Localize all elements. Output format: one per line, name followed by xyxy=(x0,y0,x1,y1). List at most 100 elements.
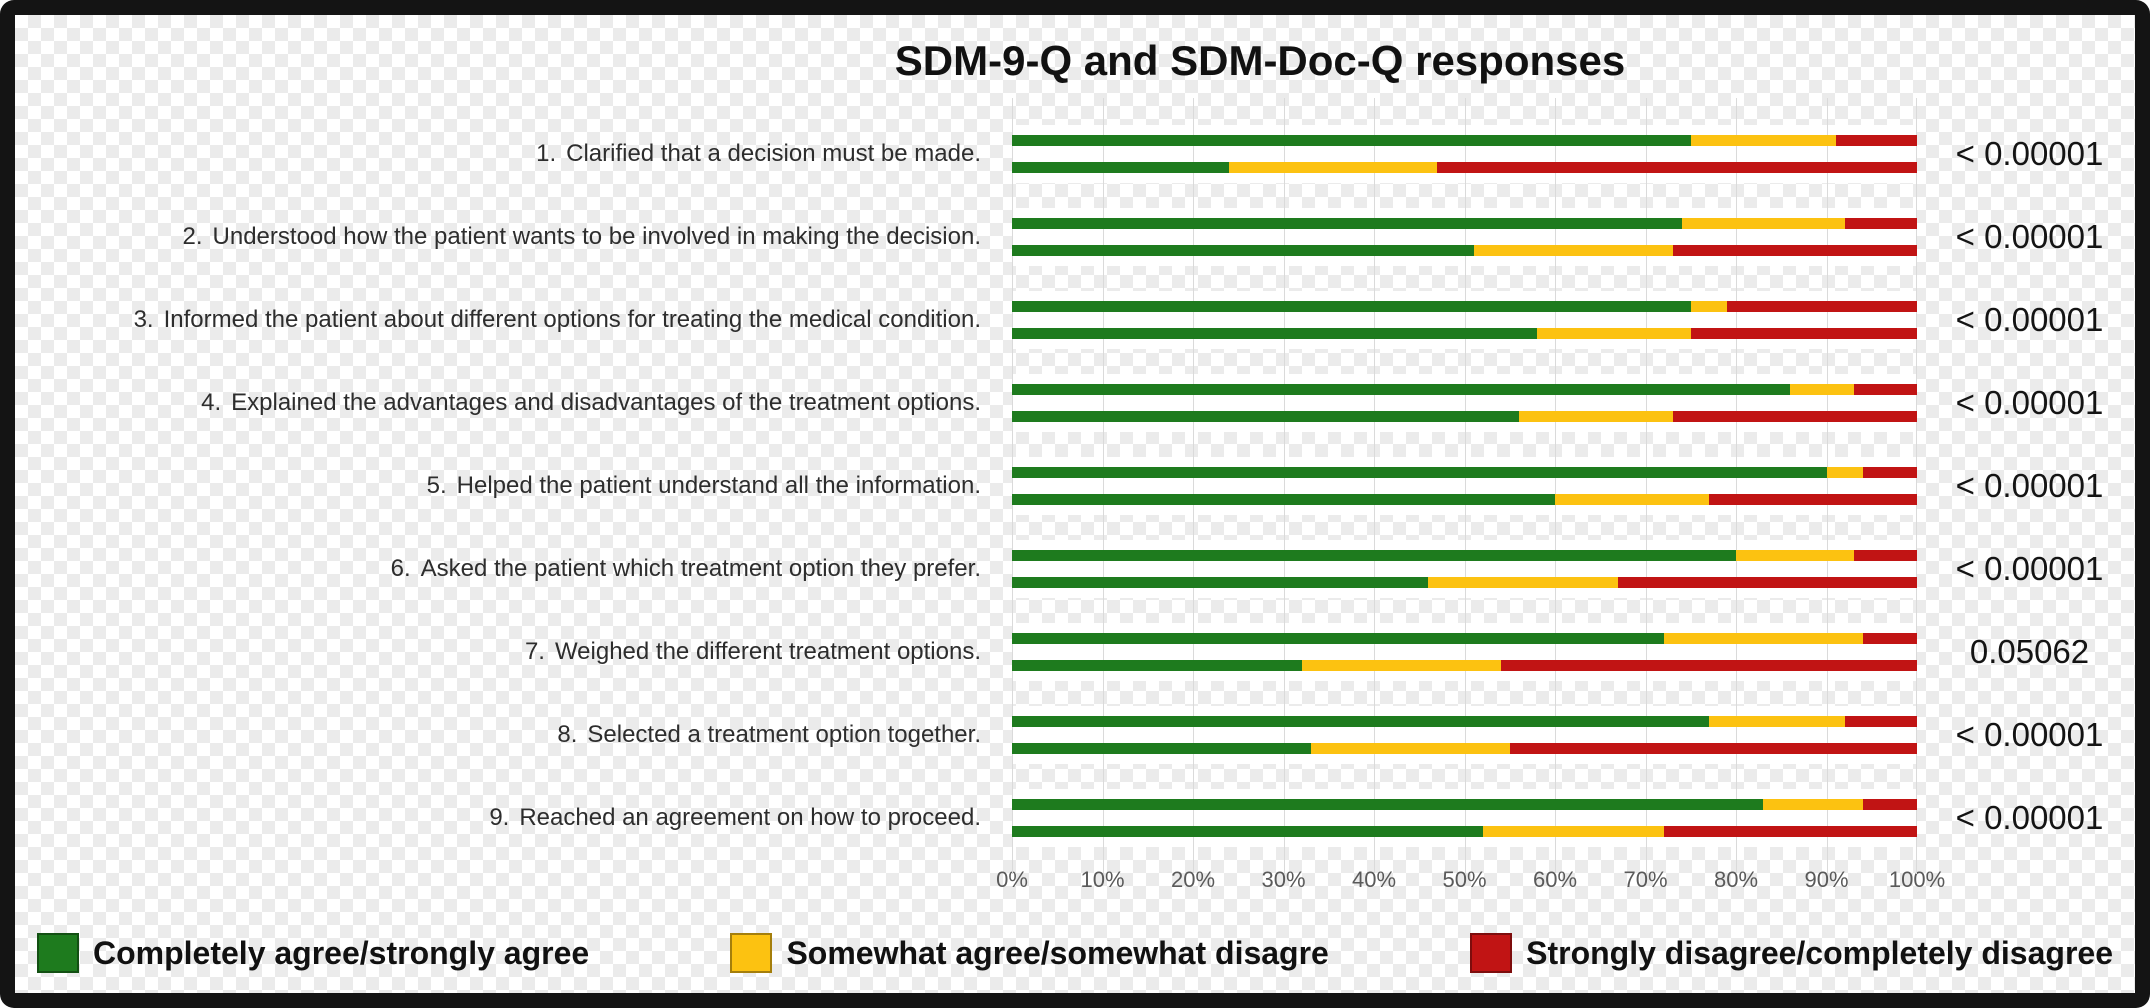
segment-green xyxy=(1012,825,1483,837)
question-row: 9. Reached an agreement on how to proceed… xyxy=(15,776,2133,859)
segment-yellow xyxy=(1428,576,1619,588)
segment-yellow xyxy=(1790,383,1854,395)
segment-yellow xyxy=(1690,300,1727,312)
segment-green xyxy=(1012,217,1682,229)
segment-green xyxy=(1012,327,1537,339)
segment-green xyxy=(1012,134,1691,146)
yellow-swatch-icon xyxy=(730,933,773,973)
sdm9q-bar xyxy=(1012,300,1917,312)
segment-yellow xyxy=(1301,659,1501,671)
sdmdocq-bar xyxy=(1012,410,1917,422)
segment-red xyxy=(1844,715,1917,727)
sdmdocq-bar xyxy=(1012,576,1917,588)
question-row: 2. Understood how the patient wants to be… xyxy=(15,195,2133,278)
question-label: 7. Weighed the different treatment option… xyxy=(15,638,981,666)
segment-green xyxy=(1012,410,1519,422)
segment-red xyxy=(1509,742,1917,754)
sdm9q-bar xyxy=(1012,798,1917,810)
green-swatch-icon xyxy=(37,933,79,973)
segment-red xyxy=(1618,576,1917,588)
question-label: 5. Helped the patient understand all the … xyxy=(15,472,981,500)
segment-red xyxy=(1708,493,1917,505)
question-number: 3. xyxy=(133,305,154,333)
x-tick-label: 90% xyxy=(1804,867,1849,892)
x-tick-label: 50% xyxy=(1442,867,1487,892)
question-row: 6. Asked the patient which treatment opti… xyxy=(15,527,2133,610)
segment-green xyxy=(1012,549,1736,561)
segment-red xyxy=(1862,632,1917,644)
sdmdocq-bar xyxy=(1012,161,1917,173)
question-text: Informed the patient about different opt… xyxy=(163,305,981,333)
p-value: < 0.00001 xyxy=(1955,798,2104,836)
segment-yellow xyxy=(1826,466,1863,478)
question-number: 1. xyxy=(536,139,557,167)
question-label: 2. Understood how the patient wants to be… xyxy=(15,223,981,251)
question-number: 7. xyxy=(524,637,545,665)
question-text: Weighed the different treatment options. xyxy=(554,637,981,665)
sdmdocq-bar xyxy=(1012,244,1917,256)
question-number: 8. xyxy=(557,720,578,748)
segment-green xyxy=(1012,300,1691,312)
p-value: < 0.00001 xyxy=(1955,383,2104,421)
segment-green xyxy=(1012,244,1474,256)
segment-yellow xyxy=(1690,134,1836,146)
sdmdocq-bar xyxy=(1012,327,1917,339)
segment-red xyxy=(1500,659,1917,671)
legend-item-disagree: Strongly disagree/completely disagree xyxy=(1470,933,2113,973)
segment-red xyxy=(1835,134,1917,146)
segment-yellow xyxy=(1518,410,1673,422)
segment-red xyxy=(1672,410,1917,422)
segment-green xyxy=(1012,798,1764,810)
segment-yellow xyxy=(1482,825,1664,837)
segment-yellow xyxy=(1555,493,1709,505)
sdm9q-bar xyxy=(1012,715,1917,727)
segment-green xyxy=(1012,383,1791,395)
chart-rows: 1. Clarified that a decision must be made… xyxy=(15,112,2133,859)
segment-green xyxy=(1012,576,1429,588)
segment-green xyxy=(1012,161,1230,173)
segment-yellow xyxy=(1229,161,1438,173)
sdmdocq-bar xyxy=(1012,825,1917,837)
segment-green xyxy=(1012,659,1302,671)
x-tick-label: 0% xyxy=(996,867,1028,892)
p-value: < 0.00001 xyxy=(1955,715,2104,753)
sdmdocq-bar xyxy=(1012,742,1917,754)
segment-red xyxy=(1726,300,1917,312)
question-text: Reached an agreement on how to proceed. xyxy=(519,803,981,831)
bar-pair-band xyxy=(1012,290,1917,349)
sdm9q-bar xyxy=(1012,632,1917,644)
bar-pair-band xyxy=(1012,456,1917,515)
segment-yellow xyxy=(1736,549,1854,561)
legend-item-neutral: Somewhat agree/somewhat disagre xyxy=(730,933,1329,973)
x-tick-label: 10% xyxy=(1080,867,1125,892)
segment-red xyxy=(1437,161,1917,173)
bar-pair-band xyxy=(1012,622,1917,681)
question-number: 5. xyxy=(426,471,447,499)
p-value: < 0.00001 xyxy=(1955,549,2104,587)
segment-yellow xyxy=(1536,327,1691,339)
question-row: 7. Weighed the different treatment option… xyxy=(15,610,2133,693)
question-label: 4. Explained the advantages and disadvant… xyxy=(15,389,981,417)
segment-red xyxy=(1862,798,1917,810)
sdmdocq-bar xyxy=(1012,659,1917,671)
question-number: 4. xyxy=(201,388,222,416)
question-label: 1. Clarified that a decision must be made… xyxy=(15,140,981,168)
x-tick-label: 80% xyxy=(1713,867,1759,892)
segment-yellow xyxy=(1310,742,1510,754)
segment-red xyxy=(1844,217,1917,229)
question-label: 6. Asked the patient which treatment opti… xyxy=(15,555,981,583)
segment-red xyxy=(1853,549,1917,561)
segment-red xyxy=(1672,244,1917,256)
x-tick-label: 100% xyxy=(1888,867,1946,892)
segment-yellow xyxy=(1708,715,1845,727)
bar-pair-band xyxy=(1012,373,1917,432)
segment-green xyxy=(1012,632,1664,644)
bar-pair-band xyxy=(1012,705,1917,764)
question-number: 2. xyxy=(182,222,203,250)
segment-red xyxy=(1690,327,1917,339)
segment-yellow xyxy=(1663,632,1863,644)
x-tick-label: 60% xyxy=(1532,867,1578,892)
sdm9q-bar xyxy=(1012,134,1917,146)
stacked-bar-chart: 1. Clarified that a decision must be made… xyxy=(15,98,2133,899)
bar-pair-band xyxy=(1012,124,1917,183)
